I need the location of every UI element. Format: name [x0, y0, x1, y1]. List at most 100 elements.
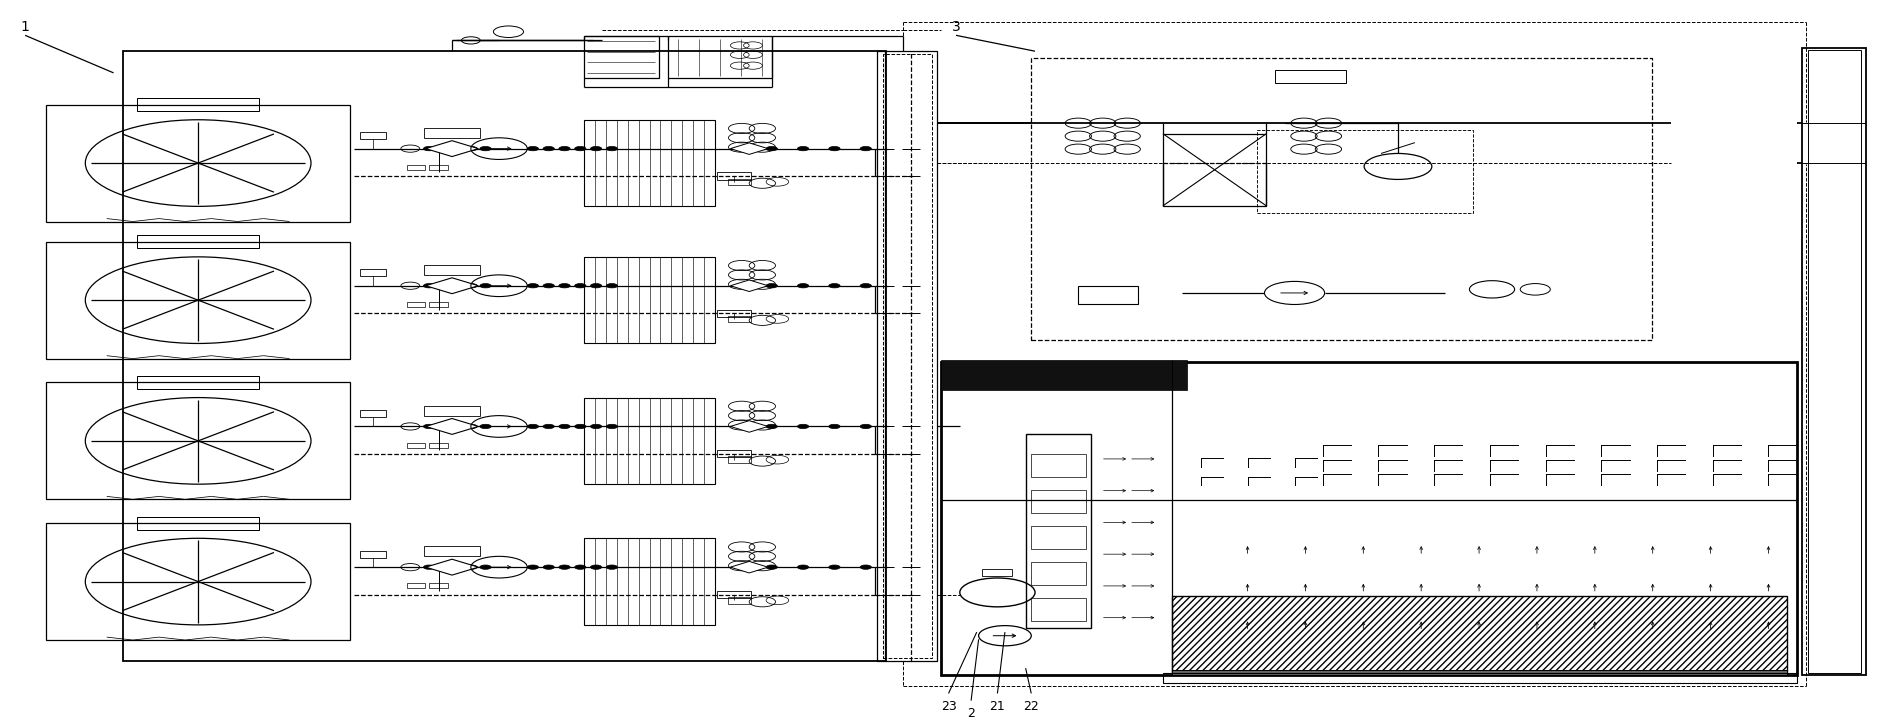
Circle shape: [860, 283, 871, 288]
Polygon shape: [425, 141, 478, 157]
Circle shape: [766, 424, 777, 429]
Circle shape: [860, 424, 871, 429]
Bar: [728, 597, 751, 604]
Circle shape: [828, 565, 839, 569]
Circle shape: [527, 147, 538, 151]
Circle shape: [798, 424, 809, 429]
Circle shape: [437, 283, 448, 288]
Circle shape: [527, 424, 538, 429]
Circle shape: [766, 147, 777, 151]
Bar: [45, 523, 350, 640]
Circle shape: [798, 147, 809, 151]
Bar: [982, 568, 1013, 576]
Text: 23: 23: [941, 700, 956, 713]
Bar: [423, 547, 480, 556]
Bar: [1026, 434, 1092, 628]
Polygon shape: [425, 419, 478, 435]
Circle shape: [574, 283, 585, 288]
Circle shape: [480, 147, 491, 151]
Bar: [1803, 48, 1867, 675]
Circle shape: [527, 565, 538, 569]
Circle shape: [860, 147, 871, 151]
Circle shape: [480, 424, 491, 429]
Bar: [407, 302, 425, 307]
Polygon shape: [730, 280, 768, 291]
Bar: [359, 132, 386, 140]
Bar: [423, 128, 480, 138]
Circle shape: [559, 424, 570, 429]
Circle shape: [860, 565, 871, 569]
Bar: [1274, 70, 1346, 83]
Circle shape: [606, 147, 617, 151]
Circle shape: [423, 424, 435, 429]
Bar: [1031, 490, 1086, 513]
Circle shape: [559, 565, 570, 569]
Circle shape: [480, 283, 491, 288]
Polygon shape: [425, 559, 478, 575]
Circle shape: [423, 565, 435, 569]
Bar: [429, 442, 448, 448]
Circle shape: [480, 565, 491, 569]
Bar: [407, 442, 425, 448]
Bar: [1031, 526, 1086, 549]
Text: 1: 1: [21, 20, 30, 35]
Circle shape: [423, 147, 435, 151]
Bar: [583, 257, 715, 343]
Bar: [728, 179, 751, 185]
Circle shape: [766, 565, 777, 569]
Bar: [45, 105, 350, 221]
Circle shape: [574, 565, 585, 569]
Bar: [423, 406, 480, 416]
Polygon shape: [425, 278, 478, 294]
Bar: [359, 269, 386, 276]
Circle shape: [559, 147, 570, 151]
Bar: [137, 98, 260, 111]
Circle shape: [828, 147, 839, 151]
Bar: [1257, 130, 1474, 213]
Polygon shape: [730, 421, 768, 432]
Bar: [137, 517, 260, 529]
Circle shape: [465, 283, 476, 288]
Text: 22: 22: [1024, 700, 1039, 713]
Circle shape: [828, 424, 839, 429]
Bar: [1163, 134, 1267, 206]
Text: 3: 3: [952, 20, 960, 35]
Circle shape: [423, 283, 435, 288]
Circle shape: [766, 283, 777, 288]
Bar: [583, 539, 715, 625]
Circle shape: [828, 283, 839, 288]
Bar: [1172, 596, 1788, 672]
Text: 2: 2: [967, 707, 975, 720]
Circle shape: [559, 283, 570, 288]
Bar: [1163, 673, 1797, 683]
Bar: [583, 120, 715, 206]
Circle shape: [437, 424, 448, 429]
Circle shape: [437, 147, 448, 151]
Bar: [45, 382, 350, 500]
Circle shape: [606, 565, 617, 569]
Circle shape: [465, 565, 476, 569]
Bar: [137, 235, 260, 248]
Circle shape: [544, 147, 555, 151]
Circle shape: [606, 424, 617, 429]
Bar: [1031, 454, 1086, 477]
Circle shape: [437, 565, 448, 569]
Circle shape: [606, 283, 617, 288]
Circle shape: [798, 565, 809, 569]
Bar: [583, 36, 659, 78]
Bar: [429, 583, 448, 589]
Bar: [717, 450, 751, 458]
Bar: [728, 316, 751, 322]
Bar: [407, 165, 425, 170]
Bar: [1809, 50, 1861, 673]
Circle shape: [591, 147, 602, 151]
Circle shape: [544, 424, 555, 429]
Bar: [423, 265, 480, 275]
Bar: [1031, 598, 1086, 621]
Circle shape: [452, 283, 463, 288]
Bar: [717, 173, 751, 179]
Bar: [883, 54, 932, 658]
Circle shape: [452, 424, 463, 429]
Bar: [1078, 286, 1139, 304]
Circle shape: [591, 565, 602, 569]
